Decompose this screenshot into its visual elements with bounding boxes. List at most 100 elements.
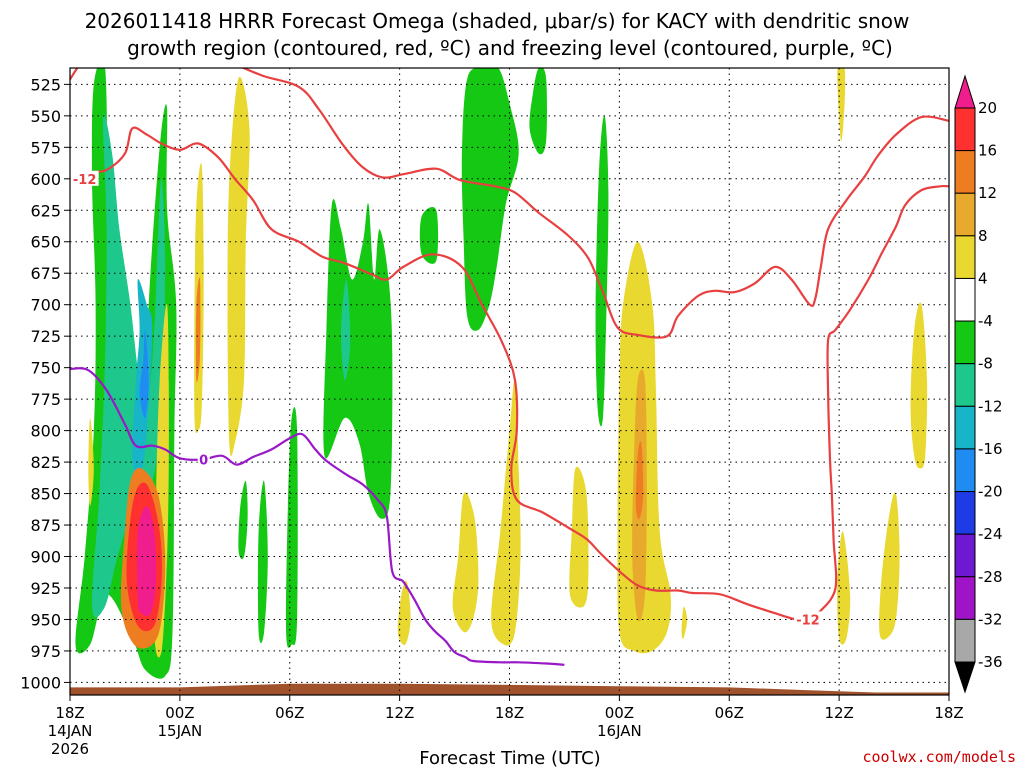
x-axis-label: Forecast Time (UTC) xyxy=(419,748,600,768)
omega-region-12 xyxy=(238,480,248,560)
omega-region-22 xyxy=(491,379,521,646)
omega-region-20 xyxy=(595,115,609,427)
y-tick-label-650: 650 xyxy=(30,233,61,252)
colorbar-segment-12 xyxy=(954,618,976,663)
x-tick-label-0: 18Z xyxy=(55,704,84,722)
colorbar-segment-9 xyxy=(954,491,976,535)
y-tick-label-975: 975 xyxy=(30,642,61,661)
colorbar-label-9: -20 xyxy=(978,483,1003,501)
colorbar-label-7: -12 xyxy=(978,397,1003,415)
x-tick-label-6: 06Z xyxy=(715,704,744,722)
colorbar-segment-8 xyxy=(954,448,976,493)
credit-text: coolwx.com/models xyxy=(862,748,1016,766)
freezing-level-contour-0 xyxy=(70,367,565,666)
colorbar-label-2: 12 xyxy=(978,184,997,202)
colorbar-bottom-arrow xyxy=(954,661,976,694)
colorbar-label-3: 8 xyxy=(978,227,988,245)
y-tick-label-550: 550 xyxy=(30,107,61,126)
x-tick-date-1: 15JAN xyxy=(158,722,203,740)
y-tick-label-725: 725 xyxy=(30,327,61,346)
omega-region-29 xyxy=(837,531,851,645)
y-tick-label-925: 925 xyxy=(30,579,61,598)
dendritic-label-0: -12 xyxy=(73,173,97,188)
x-tick-label-1: 00Z xyxy=(165,704,194,722)
omega-region-13 xyxy=(285,406,298,648)
omega-region-3 xyxy=(139,329,149,419)
x-tick-label-2: 06Z xyxy=(275,704,304,722)
y-axis-ticks: 525 550 575 600 625 650 675 700 725 750 775 800 825 8… xyxy=(20,75,70,692)
y-tick-label-825: 825 xyxy=(30,453,61,472)
y-tick-label-525: 525 xyxy=(30,75,61,94)
y-tick-label-875: 875 xyxy=(30,516,61,535)
dendritic-contour-2 xyxy=(240,68,949,339)
omega-region-19 xyxy=(529,68,547,155)
colorbar-label-10: -24 xyxy=(978,525,1003,543)
colorbar-segment-10 xyxy=(954,533,976,578)
chart-title-line2: growth region (contoured, red, ºC) and f… xyxy=(127,36,893,60)
colorbar-label-12: -32 xyxy=(978,610,1003,628)
omega-region-31 xyxy=(879,492,900,640)
colorbar-label-11: -28 xyxy=(978,568,1003,586)
omega-region-28 xyxy=(681,606,688,639)
x-tick-date-5: 16JAN xyxy=(597,722,642,740)
y-tick-label-675: 675 xyxy=(30,264,61,283)
y-tick-label-700: 700 xyxy=(30,296,61,315)
x-tick-label-7: 12Z xyxy=(824,704,853,722)
colorbar-label-1: 16 xyxy=(978,142,997,160)
dendritic-contour-0 xyxy=(70,126,949,621)
y-tick-label-1000: 1000 xyxy=(20,673,61,692)
omega-region-11 xyxy=(88,418,94,507)
colorbar-segment-6 xyxy=(954,363,976,407)
y-tick-label-575: 575 xyxy=(30,138,61,157)
x-tick-date-0: 14JAN xyxy=(48,722,93,740)
dendritic-label-bg-0 xyxy=(70,170,99,186)
y-tick-label-950: 950 xyxy=(30,610,61,629)
terrain-fill xyxy=(70,683,949,695)
x-tick-year-0: 2026 xyxy=(51,740,89,758)
y-tick-label-775: 775 xyxy=(30,390,61,409)
omega-region-21 xyxy=(452,492,479,633)
colorbar-label-0: 20 xyxy=(978,99,997,117)
y-tick-label-750: 750 xyxy=(30,359,61,378)
contour-layer: -12 -12 0 xyxy=(70,68,949,666)
y-tick-label-800: 800 xyxy=(30,422,61,441)
y-tick-label-600: 600 xyxy=(30,170,61,189)
omega-region-27 xyxy=(635,441,644,520)
omega-region-15 xyxy=(323,198,393,519)
y-tick-label-625: 625 xyxy=(30,201,61,220)
colorbar-segment-1 xyxy=(954,150,976,194)
colorbar-segment-11 xyxy=(954,576,976,620)
colorbar-label-6: -8 xyxy=(978,355,993,373)
terrain-layer xyxy=(70,683,949,695)
colorbar-segment-5 xyxy=(954,320,976,365)
y-tick-label-900: 900 xyxy=(30,548,61,567)
dendritic-label-bg-1 xyxy=(793,611,822,627)
chart-title-line1: 2026011418 HRRR Forecast Omega (shaded, … xyxy=(85,9,910,33)
omega-region-7 xyxy=(136,506,157,617)
omega-region-30 xyxy=(837,68,846,142)
freezing-level-label-0: 0 xyxy=(199,454,208,469)
omega-region-17 xyxy=(419,206,439,264)
freezing-level-label-bg-0 xyxy=(197,451,210,467)
omega-region-14 xyxy=(257,480,268,644)
colorbar-segment-7 xyxy=(954,405,976,450)
omega-region-23 xyxy=(397,580,411,646)
omega-region-10 xyxy=(227,76,250,457)
colorbar-label-5: -4 xyxy=(978,312,993,330)
colorbar-segment-3 xyxy=(954,235,976,279)
colorbar: 20 16 12 8 4 -4 -8 -12 -16 -20 -24 -28 -32 -36 xyxy=(954,74,1003,694)
colorbar-segment-0 xyxy=(954,107,976,152)
dendritic-contour-1 xyxy=(70,68,79,80)
omega-shading-layer xyxy=(75,68,928,679)
x-tick-label-4: 18Z xyxy=(495,704,524,722)
y-tick-label-850: 850 xyxy=(30,485,61,504)
omega-region-16 xyxy=(340,279,351,381)
omega-region-9 xyxy=(195,277,201,383)
x-tick-label-8: 18Z xyxy=(934,704,963,722)
dendritic-label-1: -12 xyxy=(796,613,820,628)
colorbar-label-8: -16 xyxy=(978,440,1003,458)
x-tick-label-3: 12Z xyxy=(385,704,414,722)
omega-region-32 xyxy=(910,302,928,469)
